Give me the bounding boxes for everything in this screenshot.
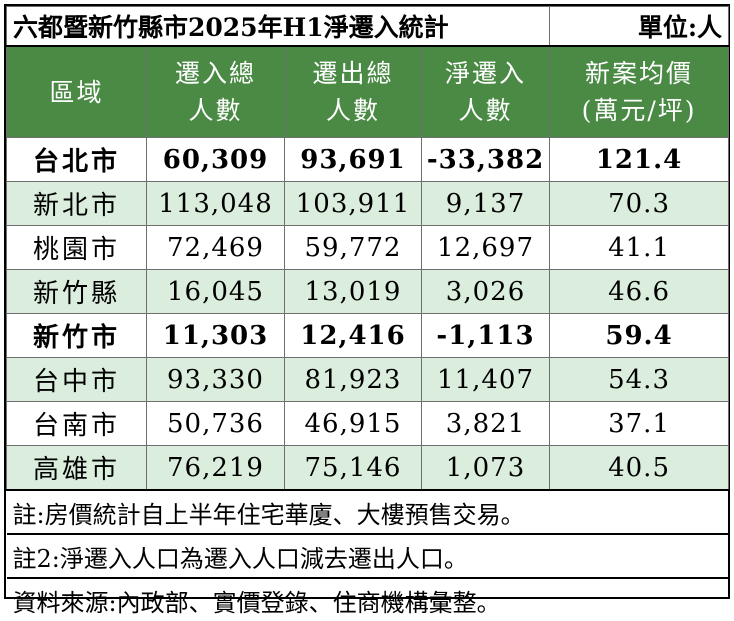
table-row: 新竹市 11,303 12,416 -1,113 59.4 <box>6 313 730 358</box>
table-row: 台南市 50,736 46,915 3,821 37.1 <box>6 401 730 446</box>
cell-price: 40.5 <box>549 445 730 491</box>
cell-in: 113,048 <box>146 181 285 226</box>
table-title: 六都暨新竹縣市2025年H1淨遷入統計 <box>5 6 551 47</box>
table-row: 新竹縣 16,045 13,019 3,026 46.6 <box>6 269 730 314</box>
header-price: 新案均價 (萬元/坪) <box>549 45 730 138</box>
cell-net: -33,382 <box>420 137 551 182</box>
unit-label: 單位:人 <box>549 6 730 47</box>
note-1: 註:房價統計自上半年住宅華廈、大樓預售交易。 <box>6 489 729 534</box>
cell-out: 12,416 <box>284 313 422 358</box>
header-area: 區域 <box>6 45 147 138</box>
cell-area: 台南市 <box>6 401 147 446</box>
header-in: 遷入總 人數 <box>146 45 285 138</box>
table-row: 高雄市 76,219 75,146 1,073 40.5 <box>6 445 730 491</box>
cell-price: 70.3 <box>549 181 730 226</box>
cell-net: 1,073 <box>420 445 551 491</box>
cell-price: 121.4 <box>549 137 730 182</box>
cell-out: 81,923 <box>284 357 422 402</box>
cell-net: -1,113 <box>420 313 551 358</box>
cell-area: 新竹縣 <box>6 269 147 314</box>
cell-price: 46.6 <box>549 269 730 314</box>
cell-net: 11,407 <box>420 357 551 402</box>
cell-out: 13,019 <box>284 269 422 314</box>
cell-area: 桃園市 <box>6 225 147 270</box>
cell-net: 12,697 <box>420 225 551 270</box>
cell-price: 59.4 <box>549 313 730 358</box>
cell-out: 75,146 <box>284 445 422 491</box>
cell-in: 93,330 <box>146 357 285 402</box>
cell-net: 3,026 <box>420 269 551 314</box>
cell-price: 54.3 <box>549 357 730 402</box>
cell-area: 新竹市 <box>6 313 147 358</box>
table-row: 桃園市 72,469 59,772 12,697 41.1 <box>6 225 730 270</box>
cell-out: 46,915 <box>284 401 422 446</box>
cell-in: 60,309 <box>146 137 285 182</box>
cell-net: 9,137 <box>420 181 551 226</box>
note-2: 註2:淨遷入人口為遷入人口減去遷出人口。 <box>6 533 729 578</box>
migration-table-card: 六都暨新竹縣市2025年H1淨遷入統計 單位:人 區域 遷入總 人數 遷出總 人數 … <box>4 4 730 621</box>
cell-in: 50,736 <box>146 401 285 446</box>
cell-area: 新北市 <box>6 181 147 226</box>
cell-price: 41.1 <box>549 225 730 270</box>
header-out: 遷出總 人數 <box>284 45 422 138</box>
note-row: 註:房價統計自上半年住宅華廈、大樓預售交易。 <box>6 489 729 534</box>
header-row: 區域 遷入總 人數 遷出總 人數 淨遷入 人數 新案均價 (萬元/坪) <box>6 45 730 138</box>
cell-in: 16,045 <box>146 269 285 314</box>
cell-area: 高雄市 <box>6 445 147 491</box>
cell-area: 台北市 <box>6 137 147 182</box>
table-row: 新北市 113,048 103,911 9,137 70.3 <box>6 181 730 226</box>
table-row: 台中市 93,330 81,923 11,407 54.3 <box>6 357 730 402</box>
cell-in: 11,303 <box>146 313 285 358</box>
cell-price: 37.1 <box>549 401 730 446</box>
cell-out: 103,911 <box>284 181 422 226</box>
cell-out: 59,772 <box>284 225 422 270</box>
migration-table: 六都暨新竹縣市2025年H1淨遷入統計 單位:人 區域 遷入總 人數 遷出總 人數 … <box>5 6 730 621</box>
cell-in: 76,219 <box>146 445 285 491</box>
table-row: 台北市 60,309 93,691 -33,382 121.4 <box>6 137 730 182</box>
source-note: 資料來源:內政部、實價登錄、住商機構彙整。 <box>6 577 729 621</box>
cell-out: 93,691 <box>284 137 422 182</box>
title-row: 六都暨新竹縣市2025年H1淨遷入統計 單位:人 <box>5 6 730 47</box>
cell-net: 3,821 <box>420 401 551 446</box>
header-net: 淨遷入 人數 <box>420 45 551 138</box>
note-row: 資料來源:內政部、實價登錄、住商機構彙整。 <box>6 577 729 621</box>
cell-area: 台中市 <box>6 357 147 402</box>
note-row: 註2:淨遷入人口為遷入人口減去遷出人口。 <box>6 533 729 578</box>
cell-in: 72,469 <box>146 225 285 270</box>
